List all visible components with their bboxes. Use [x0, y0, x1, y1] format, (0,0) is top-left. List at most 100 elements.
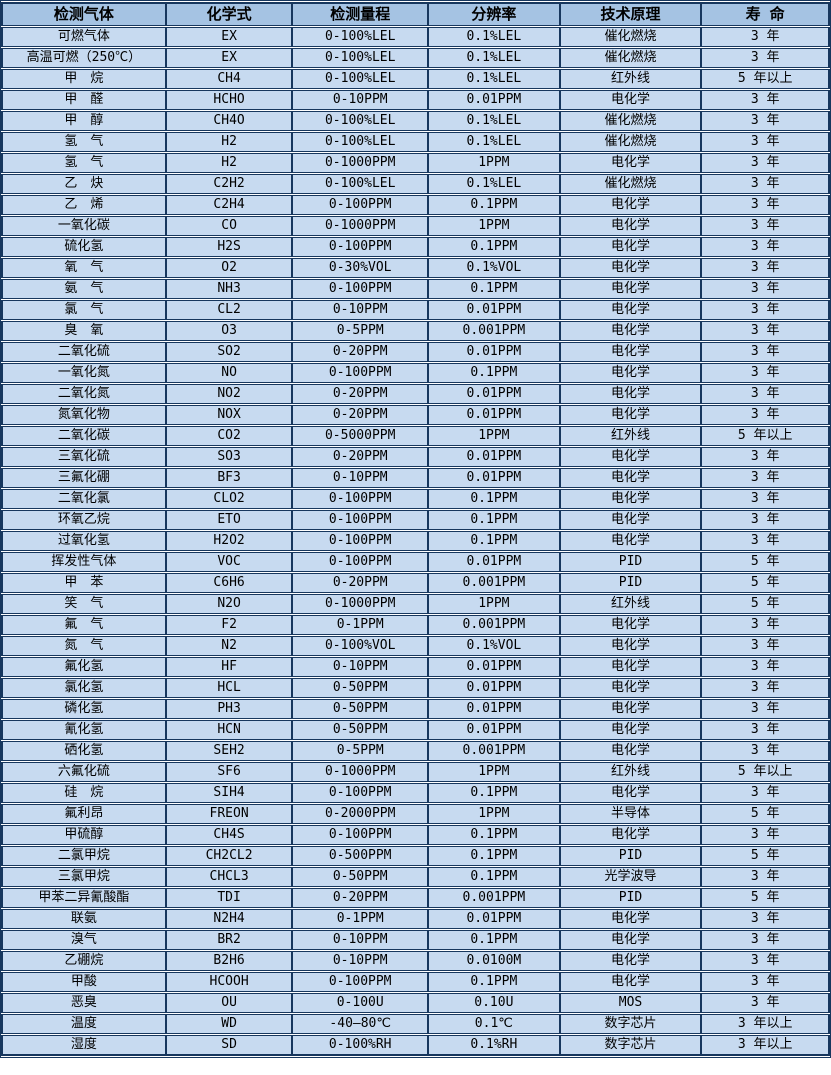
- cell-formula: HCHO: [165, 90, 293, 110]
- cell-gas: 甲苯二异氰酸酯: [1, 888, 166, 908]
- cell-formula: EX: [165, 48, 293, 68]
- table-row: 一氧化氮 NO 0-100PPM 0.1PPM 电化学 3 年: [1, 363, 830, 383]
- cell-range: 0-100PPM: [292, 972, 429, 992]
- cell-range: 0-20PPM: [292, 405, 429, 425]
- cell-range: -40—80℃: [292, 1014, 429, 1034]
- cell-range: 0-100%RH: [292, 1035, 429, 1056]
- cell-resolution: 0.01PPM: [428, 90, 560, 110]
- cell-range: 0-10PPM: [292, 951, 429, 971]
- cell-formula: VOC: [165, 552, 293, 572]
- cell-gas: 溴气: [1, 930, 166, 950]
- cell-resolution: 0.001PPM: [428, 741, 560, 761]
- cell-principle: PID: [559, 573, 702, 593]
- cell-lifespan: 5 年: [701, 552, 830, 572]
- cell-gas: 氮 气: [1, 636, 166, 656]
- header-cell-lifespan: 寿 命: [701, 2, 830, 26]
- cell-principle: 催化燃烧: [559, 27, 702, 47]
- cell-gas: 六氟化硫: [1, 762, 166, 782]
- table-row: 氮 气 N2 0-100%VOL 0.1%VOL 电化学 3 年: [1, 636, 830, 656]
- cell-range: 0-10PPM: [292, 300, 429, 320]
- cell-formula: NO: [165, 363, 293, 383]
- cell-principle: 红外线: [559, 594, 702, 614]
- cell-lifespan: 3 年: [701, 363, 830, 383]
- cell-lifespan: 3 年: [701, 510, 830, 530]
- header-cell-principle: 技术原理: [559, 2, 702, 26]
- cell-principle: 电化学: [559, 405, 702, 425]
- cell-principle: 电化学: [559, 237, 702, 257]
- table-row: 可燃气体 EX 0-100%LEL 0.1%LEL 催化燃烧 3 年: [1, 27, 830, 47]
- cell-formula: SF6: [165, 762, 293, 782]
- cell-range: 0-100%LEL: [292, 48, 429, 68]
- cell-range: 0-20PPM: [292, 447, 429, 467]
- cell-gas: 硒化氢: [1, 741, 166, 761]
- cell-gas: 臭 氧: [1, 321, 166, 341]
- cell-range: 0-10PPM: [292, 90, 429, 110]
- cell-range: 0-1000PPM: [292, 594, 429, 614]
- cell-gas: 氯化氢: [1, 678, 166, 698]
- cell-principle: 电化学: [559, 510, 702, 530]
- cell-formula: H2: [165, 132, 293, 152]
- header-row: 检测气体 化学式 检测量程 分辨率 技术原理 寿 命: [1, 2, 830, 26]
- cell-principle: MOS: [559, 993, 702, 1013]
- cell-formula: H2O2: [165, 531, 293, 551]
- cell-gas: 可燃气体: [1, 27, 166, 47]
- cell-principle: 电化学: [559, 741, 702, 761]
- cell-gas: 氧 气: [1, 258, 166, 278]
- cell-principle: 催化燃烧: [559, 132, 702, 152]
- table-row: 环氧乙烷 ETO 0-100PPM 0.1PPM 电化学 3 年: [1, 510, 830, 530]
- cell-gas: 甲 苯: [1, 573, 166, 593]
- cell-lifespan: 5 年: [701, 594, 830, 614]
- cell-formula: CH2CL2: [165, 846, 293, 866]
- cell-formula: BF3: [165, 468, 293, 488]
- cell-formula: SEH2: [165, 741, 293, 761]
- cell-principle: 电化学: [559, 699, 702, 719]
- cell-principle: 电化学: [559, 384, 702, 404]
- cell-range: 0-100%LEL: [292, 174, 429, 194]
- cell-resolution: 0.01PPM: [428, 300, 560, 320]
- cell-gas: 乙硼烷: [1, 951, 166, 971]
- cell-formula: EX: [165, 27, 293, 47]
- cell-principle: 电化学: [559, 279, 702, 299]
- cell-formula: N2: [165, 636, 293, 656]
- table-row: 温度 WD -40—80℃ 0.1℃ 数字芯片 3 年以上: [1, 1014, 830, 1034]
- cell-resolution: 0.01PPM: [428, 384, 560, 404]
- cell-gas: 乙 炔: [1, 174, 166, 194]
- cell-lifespan: 3 年: [701, 972, 830, 992]
- cell-principle: 红外线: [559, 762, 702, 782]
- cell-range: 0-20PPM: [292, 888, 429, 908]
- table-row: 乙 烯 C2H4 0-100PPM 0.1PPM 电化学 3 年: [1, 195, 830, 215]
- cell-principle: 电化学: [559, 636, 702, 656]
- cell-resolution: 0.1℃: [428, 1014, 560, 1034]
- gas-sensor-spec-table: 检测气体 化学式 检测量程 分辨率 技术原理 寿 命 可燃气体 EX 0-100%L…: [1, 1, 830, 1057]
- cell-formula: B2H6: [165, 951, 293, 971]
- cell-range: 0-1PPM: [292, 909, 429, 929]
- cell-lifespan: 3 年: [701, 930, 830, 950]
- cell-gas: 恶臭: [1, 993, 166, 1013]
- cell-formula: WD: [165, 1014, 293, 1034]
- cell-principle: 电化学: [559, 90, 702, 110]
- cell-resolution: 1PPM: [428, 804, 560, 824]
- cell-resolution: 1PPM: [428, 762, 560, 782]
- cell-lifespan: 3 年: [701, 867, 830, 887]
- cell-formula: CO2: [165, 426, 293, 446]
- cell-resolution: 0.1%LEL: [428, 69, 560, 89]
- cell-principle: 电化学: [559, 825, 702, 845]
- cell-resolution: 0.1PPM: [428, 489, 560, 509]
- table-row: 氯化氢 HCL 0-50PPM 0.01PPM 电化学 3 年: [1, 678, 830, 698]
- cell-range: 0-5000PPM: [292, 426, 429, 446]
- cell-principle: 催化燃烧: [559, 174, 702, 194]
- cell-resolution: 1PPM: [428, 216, 560, 236]
- cell-range: 0-100PPM: [292, 552, 429, 572]
- cell-gas: 二氧化氮: [1, 384, 166, 404]
- cell-resolution: 0.1%LEL: [428, 132, 560, 152]
- cell-principle: 电化学: [559, 216, 702, 236]
- cell-range: 0-20PPM: [292, 342, 429, 362]
- cell-formula: HCN: [165, 720, 293, 740]
- cell-resolution: 0.1%LEL: [428, 111, 560, 131]
- cell-formula: OU: [165, 993, 293, 1013]
- cell-resolution: 0.01PPM: [428, 678, 560, 698]
- cell-gas: 氟利昂: [1, 804, 166, 824]
- cell-range: 0-100%VOL: [292, 636, 429, 656]
- cell-lifespan: 3 年: [701, 783, 830, 803]
